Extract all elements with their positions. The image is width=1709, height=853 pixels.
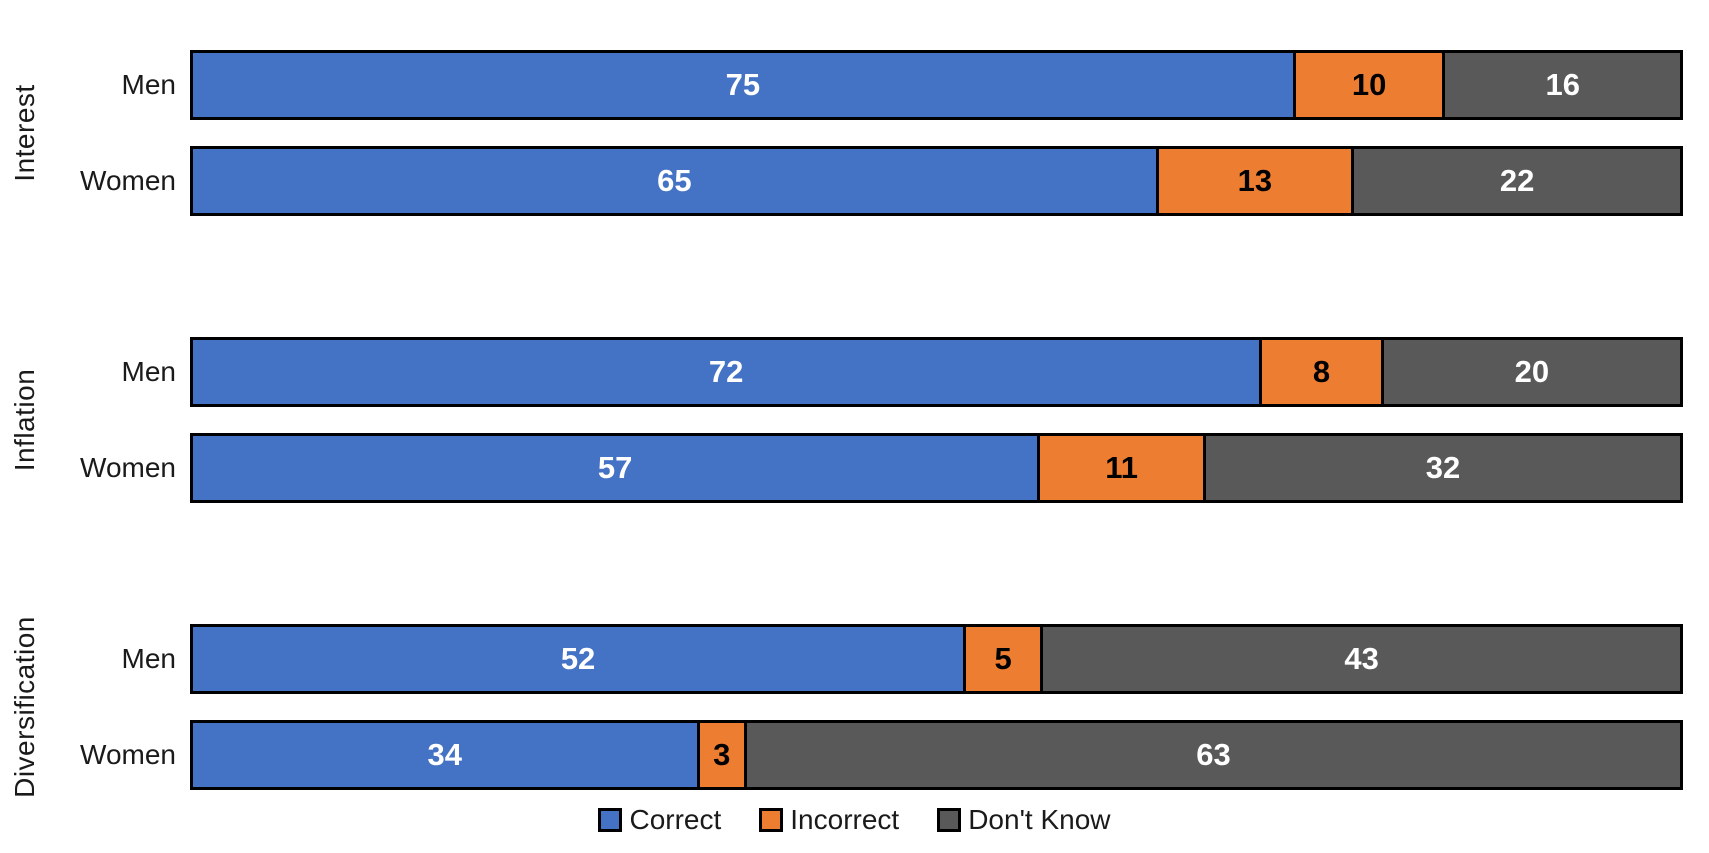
group-axis-column: Diversification bbox=[0, 616, 50, 798]
stacked-bar-inflation-women: 57 11 32 bbox=[190, 433, 1683, 503]
bar-segment-incorrect: 13 bbox=[1158, 146, 1355, 216]
stacked-bar-interest-women: 65 13 22 bbox=[190, 146, 1683, 216]
chart-group-diversification: Diversification Men 52 5 43 Women 34 3 6… bbox=[0, 616, 1709, 798]
bar-row-interest-women: Women 65 13 22 bbox=[50, 146, 1709, 216]
bar-segment-correct: 72 bbox=[190, 337, 1263, 407]
stacked-bar-diversification-women: 34 3 63 bbox=[190, 720, 1684, 790]
category-label-men: Men bbox=[121, 643, 176, 674]
bar-segment-incorrect: 11 bbox=[1040, 433, 1207, 503]
legend-item-incorrect: Incorrect bbox=[759, 804, 899, 836]
legend-swatch-dontknow bbox=[937, 808, 962, 832]
category-label-men: Men bbox=[121, 69, 176, 100]
bar-segment-incorrect: 10 bbox=[1295, 50, 1446, 120]
group-label-interest: Interest bbox=[9, 84, 40, 182]
category-label-women: Women bbox=[80, 739, 176, 770]
legend-swatch-incorrect bbox=[759, 808, 784, 832]
legend-label-dontknow: Don't Know bbox=[968, 804, 1111, 835]
group-label-diversification: Diversification bbox=[9, 616, 40, 798]
bar-segment-incorrect: 3 bbox=[699, 720, 747, 790]
chart-group-interest: Interest Men 75 10 16 Women 65 13 22 bbox=[0, 50, 1709, 216]
bar-segment-dontknow: 20 bbox=[1383, 337, 1683, 407]
stacked-bar-diversification-men: 52 5 43 bbox=[190, 624, 1683, 694]
group-label-inflation: Inflation bbox=[9, 368, 40, 472]
bar-segment-correct: 57 bbox=[190, 433, 1041, 503]
bar-segment-dontknow: 63 bbox=[746, 720, 1684, 790]
legend-label-incorrect: Incorrect bbox=[790, 804, 900, 835]
bar-row-inflation-women: Women 57 11 32 bbox=[50, 433, 1709, 503]
bar-segment-correct: 34 bbox=[190, 720, 700, 790]
legend-swatch-correct bbox=[598, 808, 623, 832]
stacked-bar-interest-men: 75 10 16 bbox=[190, 50, 1683, 120]
bar-segment-dontknow: 32 bbox=[1206, 433, 1683, 503]
stacked-bar-inflation-men: 72 8 20 bbox=[190, 337, 1683, 407]
category-label-women: Women bbox=[80, 452, 176, 483]
bar-segment-dontknow: 22 bbox=[1354, 146, 1683, 216]
bar-row-diversification-women: Women 34 3 63 bbox=[50, 720, 1709, 790]
legend-item-correct: Correct bbox=[598, 804, 721, 836]
bar-segment-dontknow: 16 bbox=[1445, 50, 1683, 120]
bar-row-inflation-men: Men 72 8 20 bbox=[50, 337, 1709, 407]
bar-segment-incorrect: 8 bbox=[1262, 337, 1384, 407]
bar-row-diversification-men: Men 52 5 43 bbox=[50, 624, 1709, 694]
chart-legend: Correct Incorrect Don't Know bbox=[0, 804, 1709, 836]
bar-segment-correct: 52 bbox=[190, 624, 967, 694]
bar-row-interest-men: Men 75 10 16 bbox=[50, 50, 1709, 120]
category-label-men: Men bbox=[121, 356, 176, 387]
chart-group-inflation: Inflation Men 72 8 20 Women 57 11 32 bbox=[0, 337, 1709, 503]
bar-segment-correct: 65 bbox=[190, 146, 1159, 216]
legend-label-correct: Correct bbox=[629, 804, 722, 835]
bar-segment-incorrect: 5 bbox=[966, 624, 1044, 694]
bar-segment-dontknow: 43 bbox=[1043, 624, 1683, 694]
group-axis-column: Inflation bbox=[0, 337, 50, 503]
legend-item-dontknow: Don't Know bbox=[937, 804, 1111, 836]
bar-segment-correct: 75 bbox=[190, 50, 1296, 120]
group-axis-column: Interest bbox=[0, 50, 50, 216]
category-label-women: Women bbox=[80, 165, 176, 196]
